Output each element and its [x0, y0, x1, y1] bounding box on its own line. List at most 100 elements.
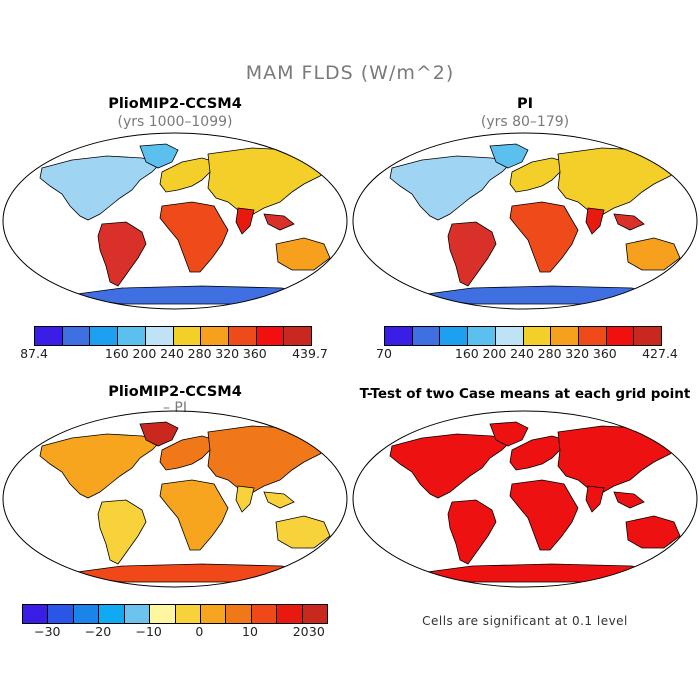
panel4-asia	[557, 425, 685, 495]
colorbar-swatch	[226, 605, 252, 623]
colorbar-swatch	[99, 605, 125, 623]
panel1-colorbar-labels: 87.4 160 200 240 280 320 360 439.7	[20, 346, 328, 362]
panel2-europe	[509, 157, 567, 193]
panel2-globe-outline	[352, 132, 698, 310]
colorbar-swatch	[523, 327, 552, 345]
colorbar-swatch	[277, 605, 303, 623]
colorbar-tick-label: 160	[454, 346, 479, 361]
colorbar-tick-label: 30	[308, 624, 325, 639]
panel3-australia	[275, 515, 331, 549]
panel1-se-asia	[263, 213, 295, 231]
figure-title: MAM FLDS (W/m^2)	[245, 62, 455, 84]
panel1-india	[235, 207, 255, 235]
colorbar-swatch	[124, 605, 151, 623]
panel1-globe-outline	[2, 132, 348, 310]
panel4-se-asia	[613, 491, 645, 509]
colorbar-tick-label: 0	[195, 624, 204, 639]
panel2-australia	[625, 237, 681, 271]
panel2-greenland	[489, 143, 529, 169]
panel4-africa	[509, 479, 579, 551]
panel3-south-america	[97, 499, 147, 565]
panel4-australia	[625, 515, 681, 549]
panel2-south-america	[447, 221, 497, 287]
panel1-europe	[159, 157, 217, 193]
colorbar-swatch	[302, 605, 328, 623]
colorbar-swatch	[256, 327, 285, 345]
colorbar-swatch	[412, 327, 441, 345]
colorbar-swatch	[150, 605, 176, 623]
panel4-map	[352, 410, 698, 588]
colorbar-tick-label: 240	[160, 346, 184, 361]
colorbar-swatch	[385, 327, 413, 345]
panel3-africa	[159, 479, 229, 551]
panel4-india	[585, 485, 605, 513]
colorbar-swatch	[468, 327, 496, 345]
colorbar-swatch	[578, 327, 607, 345]
colorbar-tick-label: 87.4	[20, 346, 48, 361]
panel3-north-america	[39, 433, 163, 499]
colorbar-swatch	[118, 327, 146, 345]
colorbar-swatch	[62, 327, 91, 345]
panel2-antarctica	[411, 285, 661, 305]
panel3-title: PlioMIP2-CCSM4	[108, 384, 242, 400]
panel4-title: T-Test of two Case means at each grid po…	[359, 386, 691, 402]
colorbar-swatch	[145, 327, 174, 345]
colorbar-tick-label: −30	[34, 624, 61, 639]
colorbar-tick-label: 360	[592, 346, 617, 361]
panel2-colorbar-labels: 70 160 200 240 280 320 360 427.4	[376, 346, 678, 362]
colorbar-tick-label: 427.4	[642, 346, 678, 361]
panel3-greenland	[139, 421, 179, 447]
panel1-title: PlioMIP2-CCSM4	[108, 96, 242, 112]
panel1-antarctica	[61, 285, 311, 305]
colorbar-tick-label: 280	[537, 346, 562, 361]
panel3-colorbar	[22, 604, 328, 624]
panel1-map	[2, 132, 348, 310]
panel2-title: PI	[516, 96, 534, 112]
colorbar-tick-label: 280	[187, 346, 212, 361]
panel2-subtitle: (yrs 80–179)	[480, 114, 570, 130]
colorbar-tick-label: 200	[132, 346, 157, 361]
colorbar-swatch	[251, 605, 278, 623]
colorbar-swatch	[23, 605, 49, 623]
colorbar-tick-label: −20	[84, 624, 112, 639]
panel2-north-america	[389, 155, 513, 221]
colorbar-tick-label: 20	[292, 624, 309, 639]
panel3-europe	[159, 435, 217, 471]
colorbar-swatch	[228, 327, 257, 345]
colorbar-swatch	[90, 327, 119, 345]
colorbar-swatch	[634, 327, 662, 345]
panel3-subtitle: – PI	[162, 400, 188, 416]
panel2-map	[352, 132, 698, 310]
panel3-se-asia	[263, 491, 295, 509]
panel4-greenland	[489, 421, 529, 447]
colorbar-swatch	[440, 327, 469, 345]
colorbar-swatch	[284, 327, 312, 345]
colorbar-swatch	[201, 327, 229, 345]
panel3-antarctica	[61, 563, 311, 583]
panel2-se-asia	[613, 213, 645, 231]
significance-note: Cells are significant at 0.1 level	[422, 614, 628, 628]
panel2-africa	[509, 201, 579, 273]
colorbar-swatch	[35, 327, 63, 345]
colorbar-tick-label: 360	[242, 346, 267, 361]
panel1-greenland	[139, 143, 179, 169]
panel3-map	[2, 410, 348, 588]
panel2-colorbar	[384, 326, 662, 346]
panel1-asia	[207, 147, 335, 217]
colorbar-tick-label: 70	[376, 346, 392, 361]
panel4-europe	[509, 435, 567, 471]
colorbar-tick-label: 320	[565, 346, 590, 361]
panel1-south-america	[97, 221, 147, 287]
colorbar-tick-label: 439.7	[292, 346, 328, 361]
panel4-antarctica	[411, 563, 661, 583]
colorbar-tick-label: −10	[135, 624, 162, 639]
panel4-south-america	[447, 499, 497, 565]
panel1-subtitle: (yrs 1000–1099)	[117, 114, 233, 130]
panel3-globe-outline	[2, 410, 348, 588]
colorbar-swatch	[495, 327, 524, 345]
panel3-asia	[207, 425, 335, 495]
colorbar-swatch	[173, 327, 202, 345]
panel2-asia	[557, 147, 685, 217]
colorbar-tick-label: 240	[510, 346, 534, 361]
panel4-north-america	[389, 433, 513, 499]
